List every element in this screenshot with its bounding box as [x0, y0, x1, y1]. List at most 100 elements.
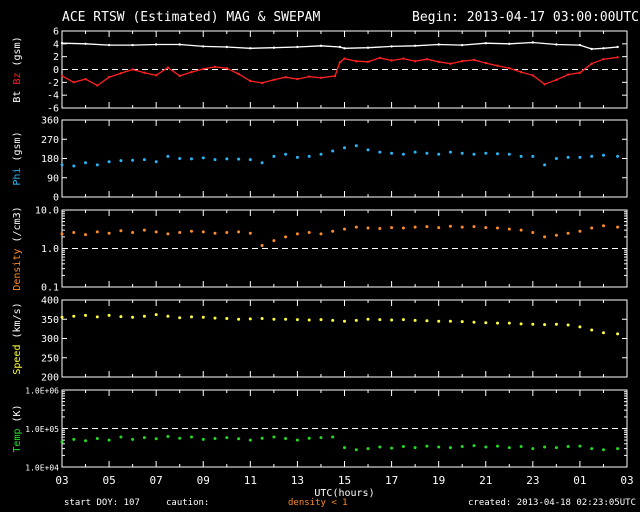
data-point-density — [72, 231, 76, 234]
data-point-phi — [154, 160, 158, 164]
data-point-speed — [343, 319, 346, 323]
data-point-density — [319, 232, 323, 236]
data-point-phi — [390, 151, 394, 155]
data-point-speed — [616, 332, 620, 336]
data-point-phi — [378, 150, 382, 154]
data-point-speed — [225, 317, 229, 320]
data-point-phi — [460, 151, 464, 155]
data-point-temp — [178, 436, 182, 440]
data-point-speed — [378, 318, 382, 322]
data-point-temp — [201, 437, 205, 441]
data-point-phi — [307, 154, 311, 158]
data-point-density — [437, 226, 441, 230]
data-point-phi — [60, 163, 64, 167]
data-point-density — [484, 226, 488, 230]
data-point-bz — [119, 72, 123, 75]
x-tick-label: 23 — [526, 474, 539, 487]
data-point-bz — [166, 66, 170, 69]
data-point-density — [472, 225, 476, 229]
data-point-speed — [307, 318, 311, 322]
data-point-density — [178, 231, 182, 234]
data-point-temp — [166, 435, 170, 438]
data-point-density — [213, 231, 217, 235]
data-point-bt — [84, 42, 87, 45]
y-tick-label-mag: -4 — [47, 91, 59, 102]
data-point-bz — [496, 64, 499, 67]
begin-timestamp: Begin: 2013-04-17 03:00:00UTC — [412, 10, 639, 25]
x-tick-label: 03 — [55, 474, 68, 487]
data-point-phi — [331, 149, 335, 153]
created-timestamp: created: 2013-04-18 02:23:05UTC — [468, 498, 636, 508]
y-tick-label-mag: 0 — [53, 65, 59, 76]
data-point-density — [590, 226, 594, 230]
x-tick-label: 01 — [573, 474, 586, 487]
data-point-speed — [578, 325, 582, 329]
data-point-phi — [190, 157, 193, 161]
data-point-speed — [366, 317, 370, 321]
data-point-bt — [178, 43, 181, 46]
data-point-temp — [484, 445, 488, 449]
data-point-bz — [484, 61, 487, 65]
data-point-phi — [437, 152, 441, 156]
y-axis-label-density: Density (/cm3) — [12, 206, 23, 290]
data-point-bz — [225, 67, 228, 70]
x-tick-label: 17 — [385, 474, 398, 487]
y-tick-label-density: 1.0 — [41, 244, 59, 255]
data-point-bt — [602, 47, 605, 50]
data-point-phi — [201, 156, 205, 160]
data-point-speed — [119, 315, 123, 319]
data-point-bz — [366, 60, 370, 63]
data-point-temp — [616, 447, 620, 451]
data-point-phi — [166, 154, 170, 158]
data-point-density — [354, 225, 358, 229]
data-point-density — [190, 229, 193, 233]
data-point-phi — [178, 157, 182, 160]
data-point-phi — [142, 158, 146, 162]
data-point-speed — [84, 313, 87, 317]
data-point-density — [248, 231, 252, 235]
y-tick-label-density: 10.0 — [35, 206, 59, 217]
density-caution-note: density < 1 — [288, 498, 348, 508]
data-point-speed — [566, 323, 570, 327]
x-tick-label: 07 — [150, 474, 163, 487]
data-point-phi — [425, 151, 429, 155]
data-point-bz — [461, 60, 464, 63]
data-point-density — [566, 231, 570, 235]
data-point-bz — [402, 57, 405, 60]
data-point-bz — [143, 71, 146, 74]
data-point-phi — [507, 152, 511, 156]
data-point-bt — [461, 43, 464, 47]
y-tick-label-phi: 90 — [47, 173, 59, 184]
data-point-speed — [437, 319, 441, 323]
data-point-speed — [413, 318, 417, 322]
data-point-density — [401, 226, 405, 230]
data-point-bz — [202, 67, 205, 71]
start-doy: start DOY: 107 — [64, 498, 140, 508]
data-point-bz — [437, 60, 440, 63]
data-point-bt — [225, 45, 228, 49]
data-point-phi — [84, 161, 87, 165]
data-point-density — [543, 235, 547, 239]
data-point-density — [460, 225, 464, 229]
x-tick-label: 09 — [197, 474, 210, 487]
data-point-speed — [496, 321, 499, 325]
data-point-phi — [484, 151, 488, 155]
data-point-speed — [237, 317, 241, 321]
data-point-phi — [272, 154, 276, 158]
data-point-speed — [295, 318, 299, 322]
data-point-bz — [260, 81, 264, 85]
x-tick-label: 13 — [291, 474, 304, 487]
data-point-phi — [543, 163, 547, 167]
data-point-temp — [142, 436, 146, 440]
data-point-phi — [554, 157, 558, 160]
data-point-temp — [319, 436, 323, 440]
data-point-temp — [554, 446, 558, 450]
data-point-bz — [60, 74, 64, 78]
data-point-phi — [107, 160, 111, 164]
data-point-density — [507, 227, 511, 231]
y-axis-label-part: (gsm) — [12, 131, 23, 167]
data-point-bt — [390, 45, 393, 48]
y-axis-label-part: Phi — [12, 168, 23, 186]
data-point-speed — [331, 318, 335, 322]
